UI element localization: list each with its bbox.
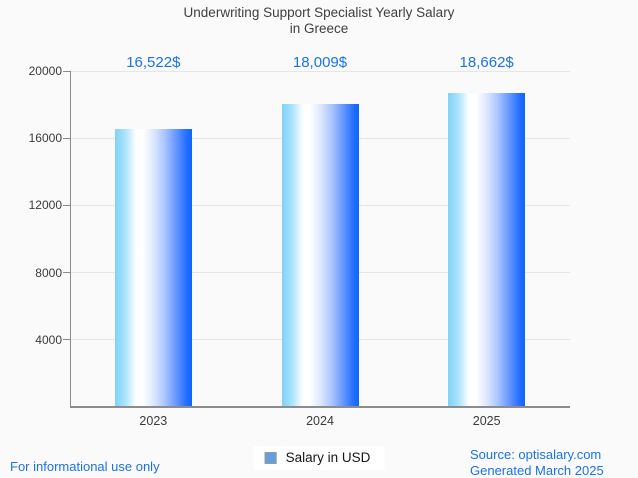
x-axis-label-2023: 2023 [139, 414, 168, 428]
y-axis-label-20000: 20000 [28, 64, 62, 78]
x-axis-label-2025: 2025 [472, 414, 501, 428]
bar-2023 [114, 129, 192, 407]
y-axis-line [70, 71, 71, 407]
source-text: Source: optisalary.com [470, 447, 602, 462]
bar-value-label-2024: 18,009$ [292, 54, 348, 71]
chart-title-line2: in Greece [289, 21, 349, 36]
x-axis-line [70, 406, 570, 408]
gridline-20000 [70, 70, 570, 72]
disclaimer-text: For informational use only [10, 459, 160, 474]
y-tick-8000 [63, 272, 70, 274]
y-tick-20000 [63, 70, 70, 72]
bar-value-label-2023: 16,522$ [126, 54, 181, 71]
y-axis-label-8000: 8000 [35, 265, 62, 280]
bar-2024 [281, 104, 359, 407]
legend-swatch-icon [264, 451, 277, 464]
bar-2025 [448, 93, 526, 407]
chart-title-line1: Underwriting Support Specialist Yearly S… [183, 5, 455, 20]
y-tick-12000 [63, 204, 70, 206]
y-axis-label-12000: 12000 [28, 198, 62, 213]
legend-label: Salary in USD [285, 450, 371, 465]
chart-title: Underwriting Support Specialist Yearly S… [0, 5, 638, 37]
y-tick-16000 [63, 137, 70, 139]
y-tick-4000 [63, 339, 70, 341]
legend[interactable]: Salary in USD [253, 446, 385, 470]
y-axis-label-16000: 16000 [28, 131, 62, 146]
source-block: Source: optisalary.com Generated March 2… [470, 447, 604, 478]
x-axis-label-2024: 2024 [306, 414, 334, 428]
y-axis-label-4000: 4000 [35, 332, 62, 347]
bar-value-label-2025: 18,662$ [459, 54, 514, 71]
generated-text: Generated March 2025 [470, 462, 604, 478]
